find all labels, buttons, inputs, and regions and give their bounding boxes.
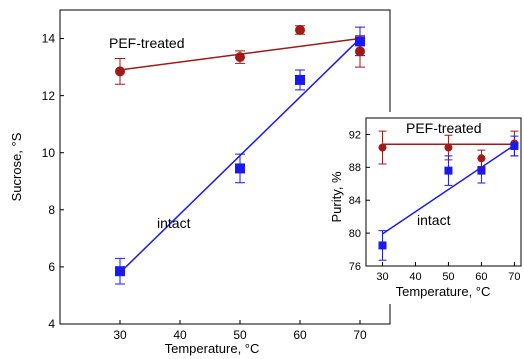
inset-fit-line-intact — [382, 144, 515, 235]
main-point-intact — [115, 266, 125, 277]
main-y-tick-label: 6 — [48, 260, 55, 274]
main-y-tick-label: 4 — [48, 317, 55, 331]
main-point-intact — [355, 36, 365, 47]
main-x-tick-label: 70 — [353, 328, 367, 342]
inset-point-pef-treated — [477, 154, 486, 163]
main-markers — [115, 24, 365, 277]
inset-point-intact — [510, 141, 519, 150]
inset-x-tick-label: 50 — [442, 271, 454, 283]
main-y-axis-label: Sucrose, °S — [9, 132, 24, 201]
main-point-pef-treated — [355, 46, 365, 57]
inset-x-axis-label: Temperature, °C — [396, 284, 491, 299]
main-point-intact — [295, 74, 305, 85]
main-point-intact — [235, 163, 245, 174]
inset-point-pef-treated — [378, 143, 387, 152]
main-error-bars — [115, 25, 365, 285]
inset-y-tick-label: 92 — [349, 129, 361, 141]
inset-label-pef-treated: PEF-treated — [406, 120, 481, 136]
main-y-tick-label: 10 — [42, 146, 56, 160]
main-x-tick-label: 40 — [173, 328, 187, 342]
main-x-tick-label: 50 — [233, 328, 247, 342]
inset-point-intact — [444, 166, 453, 175]
main-ticks: 30 40 50 60 70 4 6 8 10 12 14 — [42, 32, 367, 342]
inset-point-intact — [477, 166, 486, 175]
main-x-tick-label: 30 — [113, 328, 127, 342]
inset-x-tick-label: 60 — [475, 271, 487, 283]
inset-y-tick-label: 76 — [349, 261, 361, 273]
main-label-pef-treated: PEF-treated — [109, 35, 184, 51]
inset-x-tick-label: 70 — [508, 271, 520, 283]
inset-point-intact — [378, 241, 387, 250]
inset-y-tick-label: 80 — [349, 228, 361, 240]
main-x-axis-label: Temperature, °C — [165, 341, 260, 356]
inset-plot-frame — [365, 117, 522, 267]
inset-x-tick-label: 40 — [409, 271, 421, 283]
main-label-intact: intact — [157, 215, 191, 231]
main-y-tick-label: 12 — [42, 89, 56, 103]
main-chart: 30 40 50 60 70 4 6 8 10 12 14 PEF-treated intact T… — [9, 9, 391, 356]
inset-y-tick-label: 88 — [349, 162, 361, 174]
main-point-pef-treated — [295, 24, 305, 35]
inset-x-tick-label: 30 — [376, 271, 388, 283]
main-y-tick-label: 8 — [48, 203, 55, 217]
inset-markers — [378, 139, 519, 250]
main-x-tick-label: 60 — [293, 328, 307, 342]
main-point-pef-treated — [115, 66, 125, 77]
inset-y-tick-label: 84 — [349, 195, 361, 207]
inset-ticks: 30 40 50 60 70 76 80 84 88 92 — [349, 129, 521, 283]
main-point-pef-treated — [235, 52, 245, 63]
inset-label-intact: intact — [417, 212, 451, 228]
main-y-tick-label: 14 — [42, 32, 56, 46]
inset-point-pef-treated — [444, 143, 453, 152]
inset-y-axis-label: Purity, % — [329, 171, 344, 222]
